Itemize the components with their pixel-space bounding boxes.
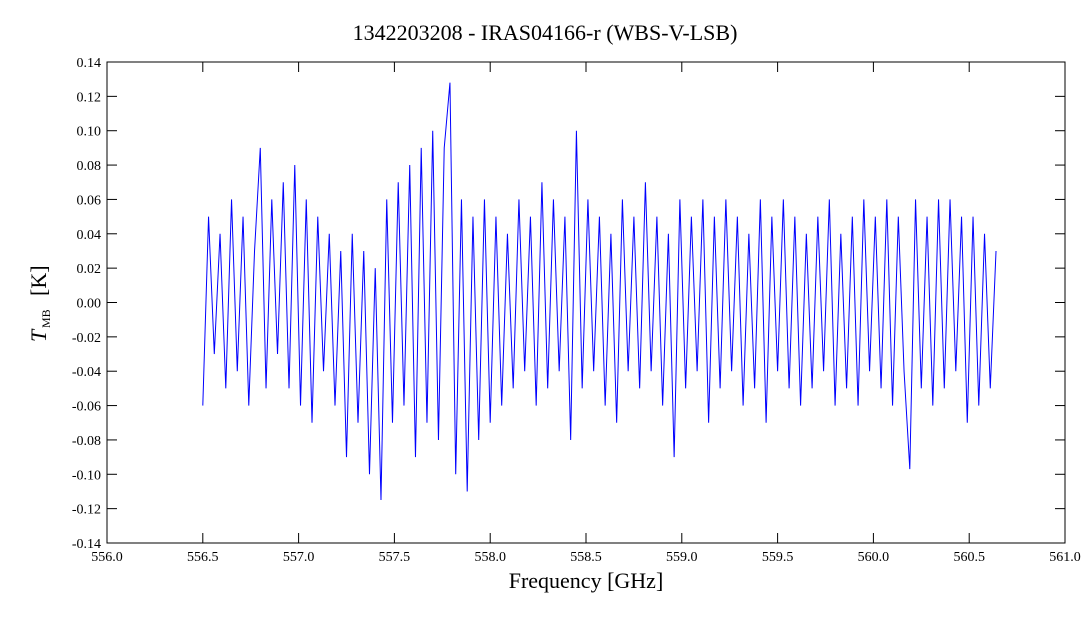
spectrum-line [202,82,997,501]
x-tick-label: 556.5 [187,550,219,565]
y-tick-label: 0.00 [77,297,102,312]
y-tick-label: 0.08 [77,159,102,174]
y-tick-label: 0.04 [77,228,102,243]
x-tick-label: 560.5 [953,550,985,565]
y-tick-label: 0.02 [77,262,102,277]
x-tick-label: 559.5 [762,550,794,565]
y-tick-label: -0.02 [72,331,101,346]
y-tick-label: -0.14 [72,537,101,552]
y-label-subscript: MB [39,309,53,328]
y-label-unit: [K] [26,265,51,296]
y-tick-label: 0.06 [77,193,102,208]
y-tick-label: 0.10 [77,125,102,140]
y-tick-label: -0.06 [72,400,101,415]
y-tick-label: -0.10 [72,468,101,483]
plot-frame [106,61,1066,544]
y-tick-label: -0.08 [72,434,101,449]
chart-title: 1342203208 - IRAS04166-r (WBS-V-LSB) [353,20,738,45]
x-axis-label: Frequency [GHz] [509,568,664,593]
x-tick-label: 558.0 [474,550,506,565]
x-tick-label: 558.5 [570,550,602,565]
y-axis-label: T MB [K] [26,265,53,342]
y-tick-label: 0.14 [77,56,102,71]
y-label-symbol: T [26,328,51,342]
x-tick-label: 556.0 [91,550,123,565]
x-tick-label: 561.0 [1049,550,1081,565]
x-tick-label: 560.0 [858,550,890,565]
y-tick-label: -0.12 [72,503,101,518]
x-tick-label: 559.0 [666,550,698,565]
x-tick-label: 557.0 [283,550,315,565]
y-tick-label: 0.12 [77,90,102,105]
x-tick-label: 557.5 [379,550,411,565]
y-tick-label: -0.04 [72,365,101,380]
